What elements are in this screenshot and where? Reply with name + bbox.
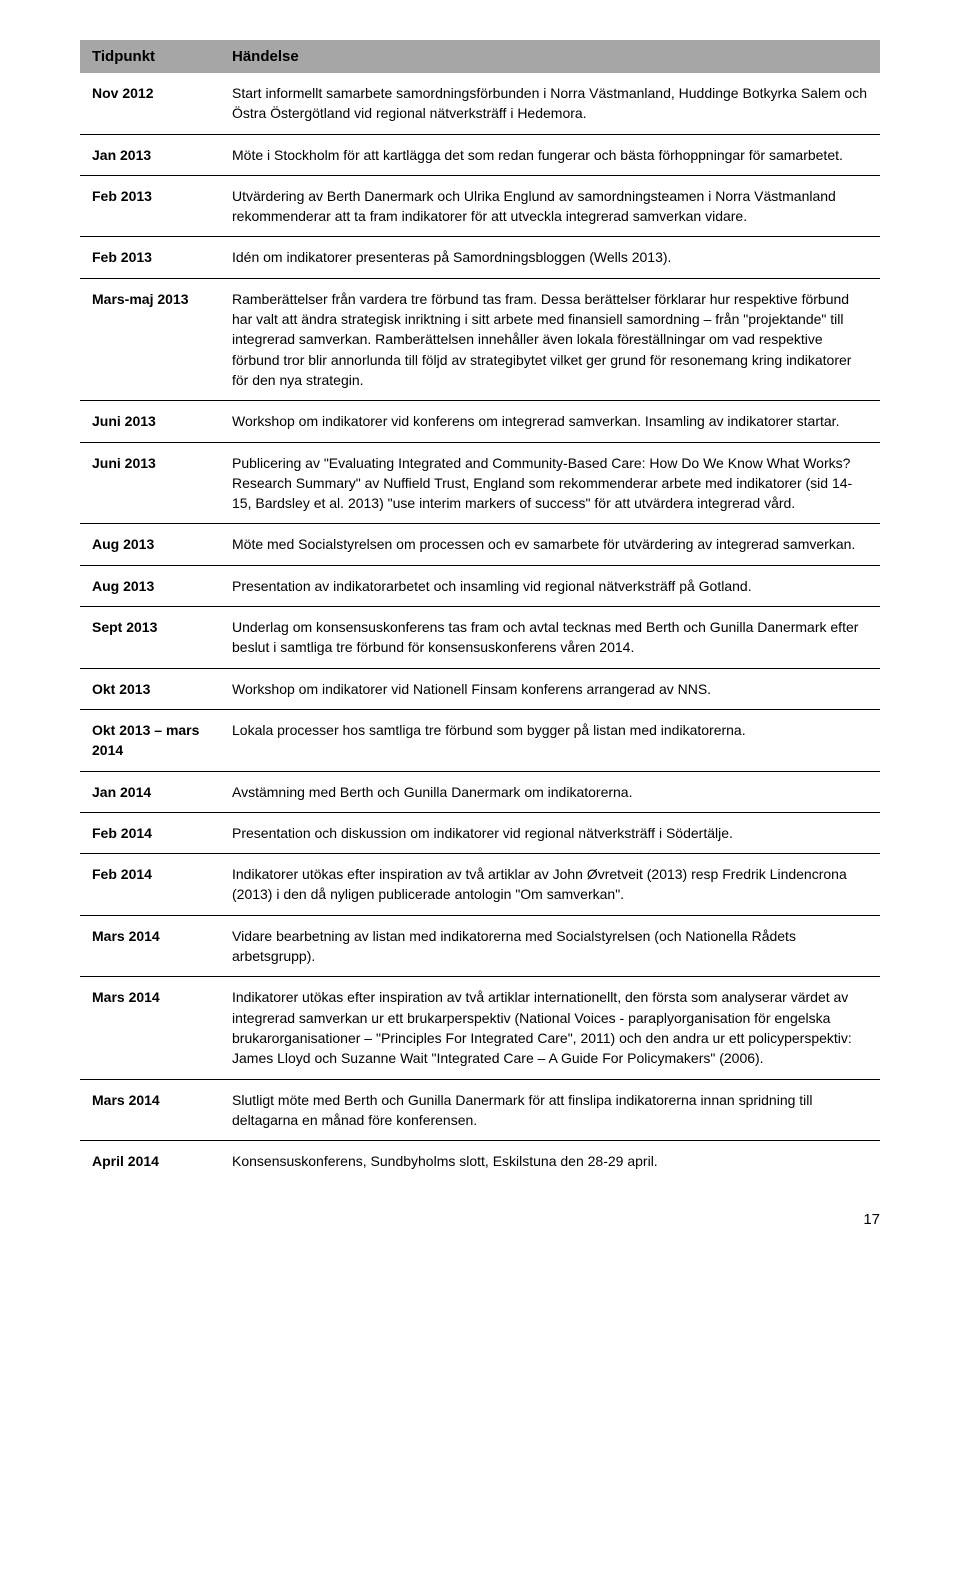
cell-tidpunkt: Mars 2014	[80, 1079, 220, 1141]
cell-tidpunkt: Juni 2013	[80, 401, 220, 442]
table-row: April 2014Konsensuskonferens, Sundbyholm…	[80, 1141, 880, 1182]
table-row: Feb 2013Utvärdering av Berth Danermark o…	[80, 175, 880, 237]
cell-handelse: Workshop om indikatorer vid Nationell Fi…	[220, 668, 880, 709]
header-handelse: Händelse	[220, 40, 880, 73]
cell-tidpunkt: Feb 2013	[80, 175, 220, 237]
cell-tidpunkt: Mars 2014	[80, 977, 220, 1079]
cell-handelse: Möte med Socialstyrelsen om processen oc…	[220, 524, 880, 565]
table-row: Mars-maj 2013Ramberättelser från vardera…	[80, 278, 880, 400]
cell-tidpunkt: Nov 2012	[80, 73, 220, 134]
cell-handelse: Idén om indikatorer presenteras på Samor…	[220, 237, 880, 278]
table-header-row: Tidpunkt Händelse	[80, 40, 880, 73]
table-row: Jan 2013Möte i Stockholm för att kartläg…	[80, 134, 880, 175]
table-row: Feb 2013Idén om indikatorer presenteras …	[80, 237, 880, 278]
cell-tidpunkt: Aug 2013	[80, 524, 220, 565]
cell-tidpunkt: Mars-maj 2013	[80, 278, 220, 400]
cell-tidpunkt: Okt 2013 – mars 2014	[80, 709, 220, 771]
cell-handelse: Avstämning med Berth och Gunilla Danerma…	[220, 771, 880, 812]
table-row: Mars 2014Slutligt möte med Berth och Gun…	[80, 1079, 880, 1141]
cell-tidpunkt: Feb 2013	[80, 237, 220, 278]
cell-tidpunkt: Aug 2013	[80, 565, 220, 606]
cell-handelse: Presentation och diskussion om indikator…	[220, 812, 880, 853]
table-row: Aug 2013Presentation av indikatorarbetet…	[80, 565, 880, 606]
cell-handelse: Vidare bearbetning av listan med indikat…	[220, 915, 880, 977]
cell-handelse: Indikatorer utökas efter inspiration av …	[220, 977, 880, 1079]
cell-handelse: Konsensuskonferens, Sundbyholms slott, E…	[220, 1141, 880, 1182]
cell-handelse: Publicering av "Evaluating Integrated an…	[220, 442, 880, 524]
cell-handelse: Presentation av indikatorarbetet och ins…	[220, 565, 880, 606]
cell-tidpunkt: Feb 2014	[80, 812, 220, 853]
page-number: 17	[80, 1211, 880, 1228]
cell-tidpunkt: Okt 2013	[80, 668, 220, 709]
cell-handelse: Slutligt möte med Berth och Gunilla Dane…	[220, 1079, 880, 1141]
table-row: Feb 2014Indikatorer utökas efter inspira…	[80, 854, 880, 916]
table-row: Juni 2013Publicering av "Evaluating Inte…	[80, 442, 880, 524]
cell-handelse: Start informellt samarbete samordningsfö…	[220, 73, 880, 134]
timeline-table: Tidpunkt Händelse Nov 2012Start informel…	[80, 40, 880, 1181]
cell-handelse: Indikatorer utökas efter inspiration av …	[220, 854, 880, 916]
cell-handelse: Workshop om indikatorer vid konferens om…	[220, 401, 880, 442]
cell-handelse: Ramberättelser från vardera tre förbund …	[220, 278, 880, 400]
table-row: Okt 2013 – mars 2014Lokala processer hos…	[80, 709, 880, 771]
cell-tidpunkt: Juni 2013	[80, 442, 220, 524]
cell-handelse: Underlag om konsensuskonferens tas fram …	[220, 607, 880, 669]
cell-tidpunkt: Jan 2014	[80, 771, 220, 812]
cell-handelse: Utvärdering av Berth Danermark och Ulrik…	[220, 175, 880, 237]
table-row: Mars 2014Indikatorer utökas efter inspir…	[80, 977, 880, 1079]
table-row: Juni 2013Workshop om indikatorer vid kon…	[80, 401, 880, 442]
table-row: Mars 2014Vidare bearbetning av listan me…	[80, 915, 880, 977]
table-body: Nov 2012Start informellt samarbete samor…	[80, 73, 880, 1181]
table-row: Okt 2013Workshop om indikatorer vid Nati…	[80, 668, 880, 709]
cell-tidpunkt: April 2014	[80, 1141, 220, 1182]
cell-handelse: Lokala processer hos samtliga tre förbun…	[220, 709, 880, 771]
table-row: Aug 2013Möte med Socialstyrelsen om proc…	[80, 524, 880, 565]
table-row: Sept 2013Underlag om konsensuskonferens …	[80, 607, 880, 669]
cell-tidpunkt: Mars 2014	[80, 915, 220, 977]
cell-handelse: Möte i Stockholm för att kartlägga det s…	[220, 134, 880, 175]
cell-tidpunkt: Jan 2013	[80, 134, 220, 175]
table-row: Nov 2012Start informellt samarbete samor…	[80, 73, 880, 134]
header-tidpunkt: Tidpunkt	[80, 40, 220, 73]
cell-tidpunkt: Sept 2013	[80, 607, 220, 669]
table-row: Feb 2014Presentation och diskussion om i…	[80, 812, 880, 853]
table-row: Jan 2014Avstämning med Berth och Gunilla…	[80, 771, 880, 812]
cell-tidpunkt: Feb 2014	[80, 854, 220, 916]
